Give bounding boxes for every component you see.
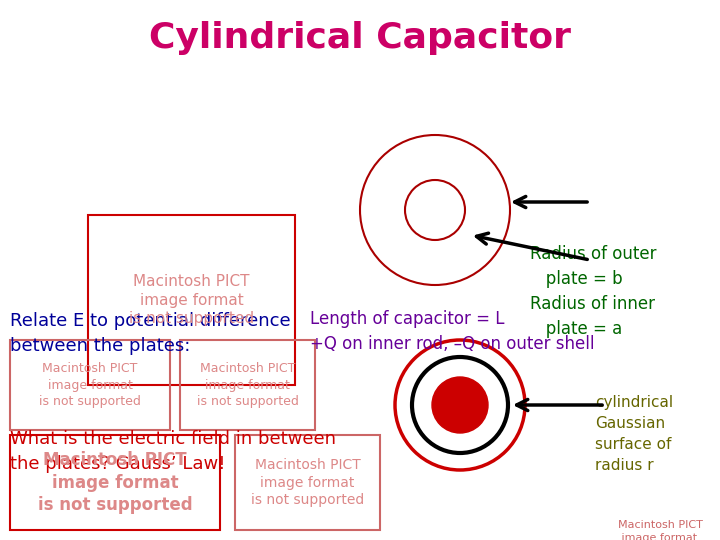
Text: Macintosh PICT
image format
is not supported: Macintosh PICT image format is not suppo… xyxy=(129,274,254,326)
Bar xyxy=(235,435,380,530)
Text: What is the electric field in between
the plates? Gauss’ Law!: What is the electric field in between th… xyxy=(10,430,336,473)
Bar xyxy=(88,215,295,385)
Bar xyxy=(180,340,315,430)
Text: Macintosh PICT
image format
is not supported: Macintosh PICT image format is not suppo… xyxy=(37,451,192,514)
Text: Length of capacitor = L
+Q on inner rod, –Q on outer shell: Length of capacitor = L +Q on inner rod,… xyxy=(310,310,595,353)
Bar xyxy=(10,340,170,430)
Text: Macintosh PICT
image format
is not supported: Macintosh PICT image format is not suppo… xyxy=(251,458,364,507)
Text: Relate E to potential difference
between the plates:: Relate E to potential difference between… xyxy=(10,312,291,355)
Circle shape xyxy=(395,340,525,470)
Text: Macintosh PICT
image format
is not supported: Macintosh PICT image format is not suppo… xyxy=(39,362,141,408)
Circle shape xyxy=(360,135,510,285)
Text: Macintosh PICT
image format
is not supported: Macintosh PICT image format is not suppo… xyxy=(197,362,298,408)
Text: Cylindrical Capacitor: Cylindrical Capacitor xyxy=(149,21,571,55)
Circle shape xyxy=(432,377,488,433)
Circle shape xyxy=(405,180,465,240)
Bar xyxy=(10,435,220,530)
Text: Macintosh PICT
 image format
is not supported: Macintosh PICT image format is not suppo… xyxy=(618,520,708,540)
Text: cylindrical
Gaussian
surface of
radius r: cylindrical Gaussian surface of radius r xyxy=(595,395,673,473)
Text: Radius of outer
   plate = b
Radius of inner
   plate = a: Radius of outer plate = b Radius of inne… xyxy=(530,245,657,338)
Circle shape xyxy=(412,357,508,453)
